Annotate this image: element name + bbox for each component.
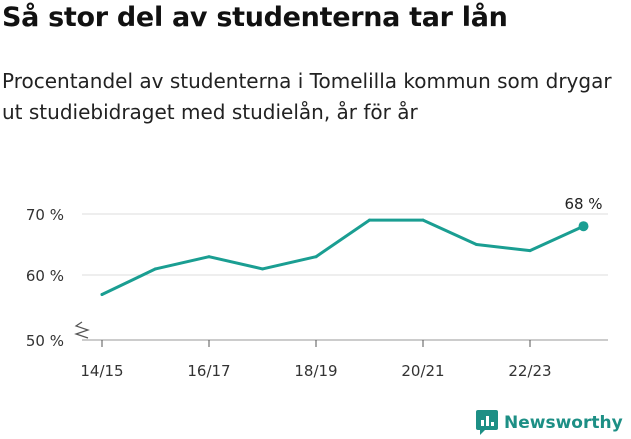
x-tick-label: 14/15 bbox=[80, 362, 123, 380]
data-point bbox=[100, 293, 104, 296]
data-point bbox=[314, 255, 318, 259]
grid-layer bbox=[82, 213, 608, 341]
last-value-label: 68 % bbox=[564, 195, 602, 213]
x-tick-label: 18/19 bbox=[294, 362, 337, 380]
chart-title: Så stor del av studenterna tar lån bbox=[2, 2, 508, 33]
axis-layer bbox=[74, 321, 608, 347]
x-tick-label: 20/21 bbox=[401, 362, 444, 380]
y-tick-label: 50 % bbox=[26, 332, 64, 350]
data-point bbox=[528, 249, 532, 253]
label-layer: 50 % 60 % 70 % 14/15 16/17 18/19 20/21 22/23 68 … bbox=[26, 195, 603, 380]
line-layer bbox=[100, 218, 589, 296]
data-point bbox=[475, 243, 478, 246]
x-tick-label: 22/23 bbox=[508, 362, 551, 380]
data-point bbox=[207, 255, 211, 259]
chart-subtitle: Procentandel av studenterna i Tomelilla … bbox=[2, 69, 612, 124]
series-line bbox=[100, 218, 585, 296]
data-point bbox=[154, 267, 157, 271]
brand-logo: Newsworthy bbox=[476, 409, 623, 437]
y-tick-label: 60 % bbox=[26, 267, 64, 285]
data-point bbox=[261, 267, 264, 271]
axis-break-icon bbox=[74, 321, 90, 339]
y-tick-label: 70 % bbox=[26, 206, 64, 224]
data-point bbox=[421, 218, 425, 222]
data-point bbox=[368, 218, 371, 222]
last-data-point bbox=[578, 221, 589, 232]
newsworthy-logo-icon bbox=[476, 410, 498, 435]
brand-name: Newsworthy bbox=[504, 413, 623, 433]
x-tick-label: 16/17 bbox=[187, 362, 230, 380]
